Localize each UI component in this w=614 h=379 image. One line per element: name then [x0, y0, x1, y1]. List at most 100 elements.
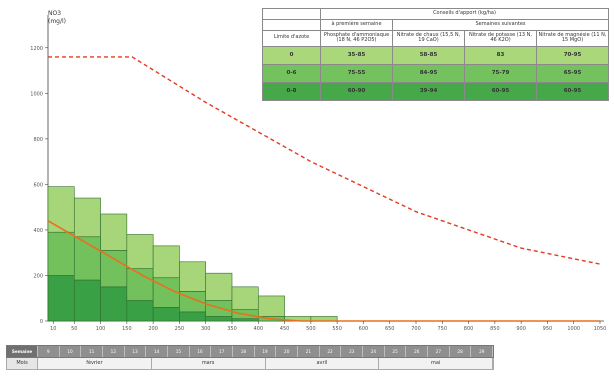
chart-bars	[47, 186, 338, 322]
table-cell: 60-95	[535, 82, 610, 101]
table-cell: 75-79	[464, 64, 537, 83]
table-cell: 0-8	[262, 82, 321, 101]
month-cell: mars	[152, 358, 266, 369]
table-cell: 0	[262, 46, 321, 65]
bar-segment	[100, 286, 128, 322]
x-tick-label: 900	[516, 326, 526, 332]
x-tick-label: 1000	[567, 326, 580, 332]
table-row: 0 35-85 58-85 83 70-95	[262, 46, 610, 65]
x-tick-label: 10	[50, 326, 56, 332]
x-tick-label: 550	[332, 326, 342, 332]
bar-segment	[126, 300, 154, 322]
x-tick-label: 400	[254, 326, 264, 332]
x-tick-label: 250	[175, 326, 185, 332]
nitrate-curve-line	[47, 220, 600, 322]
table-cell: 65-95	[535, 64, 610, 83]
y-axis-ticks: 0 200 400 600 800 1000 1200	[30, 46, 48, 325]
x-tick-label: 950	[543, 326, 553, 332]
table-col-header: Nitrate de chaux (15,5 N, 19 CaO)	[392, 29, 465, 47]
y-tick-label: 0	[40, 319, 43, 325]
table-cell: 35-85	[320, 46, 393, 65]
bar-segment	[47, 231, 75, 276]
weeks-row: Semaine 9 10 11 12 13 14 15 16 17 18 19 20 21 22 23 24 2…	[6, 345, 494, 358]
week-cell: 13	[125, 346, 147, 357]
x-tick-label: 850	[490, 326, 500, 332]
x-tick-label: 500	[306, 326, 316, 332]
week-cell: 25	[385, 346, 407, 357]
week-cell: 23	[341, 346, 364, 357]
weeks-label: Semaine	[7, 346, 38, 357]
table-cell: 0-6	[262, 64, 321, 83]
bar-segment	[100, 250, 128, 288]
table-cell: 70-95	[535, 46, 610, 65]
x-tick-label: 50	[71, 326, 77, 332]
table-cell: 58-85	[392, 46, 465, 65]
week-cell: 20	[276, 346, 299, 357]
x-tick-label: 700	[411, 326, 421, 332]
table-cell: 60-90	[320, 82, 393, 101]
x-tick-label: 450	[280, 326, 290, 332]
x-tick-label: 650	[385, 326, 395, 332]
calendar-strip: Semaine 9 10 11 12 13 14 15 16 17 18 19 20 21 22 23 24 2…	[6, 345, 494, 370]
months-row: Mois février mars avril mai	[6, 358, 494, 370]
table-header-following-weeks: Semaines suivantes	[391, 18, 610, 31]
dashed-threshold-line	[48, 56, 601, 265]
week-cell: 21	[298, 346, 320, 357]
bar-segment	[73, 279, 101, 322]
x-tick-label: 1050	[594, 326, 607, 332]
bar-segment	[152, 307, 180, 322]
bar-segment	[257, 295, 285, 317]
y-axis-label-line-1: NO3	[48, 10, 61, 17]
y-axis-label-line-2: (mg/l)	[48, 18, 66, 25]
x-tick-label: 800	[464, 326, 474, 332]
table-col-header: Nitrate de potasse (13 N, 46 K2O)	[464, 29, 537, 47]
x-axis-ticks: 10 50 100 150 200 250 300 350 400 450 500 550 600 650…	[50, 321, 606, 332]
table-cell: 39-94	[392, 82, 465, 101]
week-cell: 16	[190, 346, 212, 357]
week-cell: 14	[146, 346, 169, 357]
y-tick-label: 1200	[30, 46, 43, 52]
bar-segment	[100, 213, 128, 251]
bar-segment	[179, 261, 207, 292]
x-tick-label: 750	[438, 326, 448, 332]
bar-segment	[126, 234, 154, 269]
week-cell: 15	[168, 346, 190, 357]
month-cell: avril	[266, 358, 380, 369]
week-cell: 10	[60, 346, 82, 357]
week-cell: 18	[233, 346, 255, 357]
bar-segment	[231, 286, 259, 310]
table-col-header: Phosphate d'ammoniaque (18 N, 46 P2O5)	[320, 29, 393, 47]
table-col-header: Nitrate de magnésie (11 N, 15 MgO)	[535, 29, 610, 47]
month-cell: février	[38, 358, 152, 369]
week-cell: 27	[428, 346, 450, 357]
week-cell: 28	[450, 346, 472, 357]
month-cell: mai	[379, 358, 493, 369]
y-tick-label: 800	[33, 137, 43, 143]
fertilizer-advice-table: Conseils d'apport (kg/ha) à première sem…	[262, 8, 610, 101]
y-tick-label: 200	[33, 273, 43, 279]
bar-segment	[205, 272, 233, 301]
table-cell: 84-95	[392, 64, 465, 83]
week-cell: 22	[320, 346, 342, 357]
bar-segment	[47, 186, 75, 233]
x-tick-label: 100	[96, 326, 106, 332]
table-cell: 83	[464, 46, 537, 65]
bar-segment	[205, 316, 233, 322]
week-cell: 26	[406, 346, 429, 357]
y-tick-label: 600	[33, 182, 43, 188]
bar-segment	[73, 197, 101, 238]
x-tick-label: 150	[122, 326, 132, 332]
table-cell: 75-55	[320, 64, 393, 83]
table-header-top: Conseils d'apport (kg/ha)	[319, 8, 610, 20]
x-tick-label: 350	[227, 326, 237, 332]
table-header-first-week: à première semaine	[320, 18, 393, 31]
y-tick-label: 400	[33, 228, 43, 234]
table-empty-cell	[262, 18, 321, 31]
x-tick-label: 300	[201, 326, 211, 332]
x-tick-label: 200	[148, 326, 158, 332]
week-cell: 12	[103, 346, 125, 357]
bar-segment	[152, 245, 180, 279]
table-corner-cell	[262, 8, 321, 20]
